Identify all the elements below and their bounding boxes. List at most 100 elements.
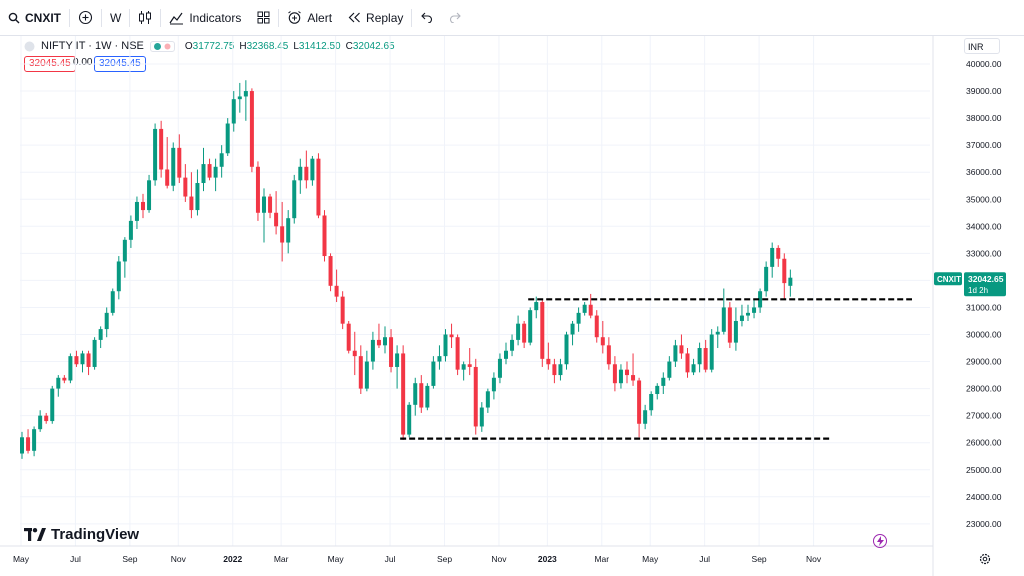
chart-settings-button[interactable]	[979, 552, 993, 566]
candle[interactable]	[189, 172, 194, 219]
candle[interactable]	[62, 375, 67, 384]
candle[interactable]	[207, 158, 212, 181]
candle[interactable]	[758, 288, 763, 313]
candle[interactable]	[443, 329, 448, 362]
candle[interactable]	[661, 372, 666, 395]
candle[interactable]	[340, 291, 345, 330]
candle[interactable]	[249, 88, 254, 173]
candle[interactable]	[746, 304, 750, 321]
candle[interactable]	[570, 320, 575, 346]
candle[interactable]	[612, 356, 617, 392]
candle[interactable]	[479, 402, 484, 432]
candle[interactable]	[328, 253, 333, 292]
candle[interactable]	[788, 269, 793, 297]
candle[interactable]	[449, 323, 454, 349]
candle[interactable]	[534, 296, 539, 319]
candle[interactable]	[274, 191, 279, 235]
candle[interactable]	[679, 334, 684, 359]
candle[interactable]	[546, 342, 551, 370]
candle[interactable]	[643, 404, 648, 430]
candle[interactable]	[709, 329, 714, 373]
candle[interactable]	[552, 358, 557, 384]
interval-button[interactable]: W	[102, 0, 129, 36]
indicators-button[interactable]: Indicators	[161, 0, 249, 36]
symbol-search-button[interactable]: CNXIT	[0, 0, 69, 36]
chart-type-button[interactable]	[130, 0, 160, 36]
candle[interactable]	[352, 331, 357, 376]
candle[interactable]	[685, 348, 690, 378]
candle[interactable]	[219, 145, 224, 178]
candle[interactable]	[455, 334, 460, 376]
candle[interactable]	[110, 288, 115, 316]
candle[interactable]	[395, 345, 400, 389]
candle[interactable]	[522, 320, 527, 349]
candle[interactable]	[600, 320, 605, 354]
candle[interactable]	[733, 307, 738, 351]
candle[interactable]	[497, 353, 502, 384]
candle[interactable]	[782, 253, 787, 300]
market-status-badge[interactable]	[149, 40, 175, 52]
candle[interactable]	[322, 210, 327, 262]
candle[interactable]	[764, 261, 769, 297]
redo-button[interactable]	[441, 0, 470, 36]
alert-button[interactable]: Alert	[279, 0, 340, 36]
candle[interactable]	[691, 358, 696, 376]
layouts-button[interactable]	[249, 0, 278, 36]
sell-price-button[interactable]: 32045.45	[24, 56, 76, 72]
candle[interactable]	[286, 210, 291, 254]
candle[interactable]	[618, 364, 623, 389]
compare-button[interactable]	[70, 0, 101, 36]
candle[interactable]	[153, 123, 158, 186]
candle[interactable]	[625, 361, 629, 384]
candle[interactable]	[128, 215, 133, 248]
candle[interactable]	[171, 142, 176, 192]
candle[interactable]	[292, 174, 297, 224]
candle[interactable]	[213, 158, 218, 192]
replay-button[interactable]: Replay	[340, 0, 411, 36]
candle[interactable]	[510, 334, 515, 357]
candle[interactable]	[419, 375, 424, 413]
candle[interactable]	[370, 331, 375, 370]
candle[interactable]	[195, 169, 200, 216]
candle[interactable]	[334, 269, 339, 303]
series-title[interactable]: NIFTY IT · 1W · NSE	[41, 40, 144, 52]
candle[interactable]	[50, 385, 55, 424]
candle[interactable]	[383, 326, 387, 354]
candle[interactable]	[491, 372, 496, 400]
candle[interactable]	[262, 188, 266, 243]
candle[interactable]	[177, 134, 182, 184]
candle[interactable]	[437, 345, 442, 370]
candle[interactable]	[582, 302, 587, 316]
candle[interactable]	[38, 410, 43, 432]
candle[interactable]	[134, 196, 139, 230]
candle[interactable]	[74, 350, 79, 367]
candle[interactable]	[504, 342, 508, 365]
candle[interactable]	[564, 331, 569, 370]
events-button[interactable]	[873, 534, 887, 548]
candle[interactable]	[715, 326, 720, 349]
candle[interactable]	[86, 350, 91, 376]
candle[interactable]	[606, 337, 611, 370]
candle[interactable]	[637, 377, 642, 438]
candle[interactable]	[727, 302, 732, 349]
candle[interactable]	[431, 356, 436, 389]
candle[interactable]	[201, 147, 206, 192]
candle[interactable]	[425, 383, 430, 411]
candle[interactable]	[588, 293, 593, 319]
candle[interactable]	[116, 256, 121, 300]
undo-button[interactable]	[412, 0, 441, 36]
candle[interactable]	[516, 315, 521, 346]
candle[interactable]	[770, 242, 775, 278]
candle[interactable]	[304, 150, 309, 189]
candle[interactable]	[407, 402, 412, 438]
tradingview-logo[interactable]: TradingView	[24, 526, 139, 543]
candle[interactable]	[655, 383, 660, 400]
candle[interactable]	[594, 310, 599, 343]
candle[interactable]	[364, 350, 369, 392]
candle[interactable]	[147, 174, 152, 213]
candle[interactable]	[56, 375, 61, 397]
candle[interactable]	[752, 299, 757, 319]
candle[interactable]	[183, 164, 188, 202]
candle[interactable]	[673, 339, 678, 367]
candle[interactable]	[165, 137, 170, 189]
